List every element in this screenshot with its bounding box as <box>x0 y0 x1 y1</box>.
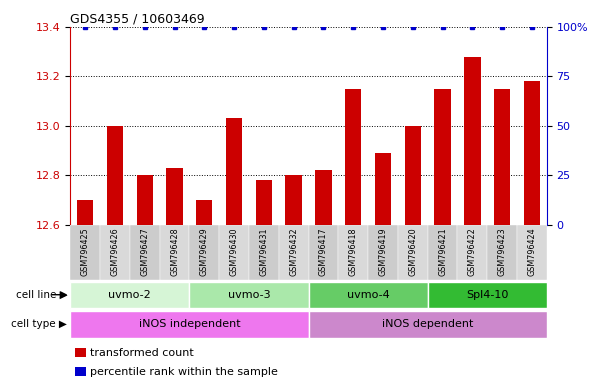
Bar <box>309 225 338 280</box>
Bar <box>404 126 421 225</box>
Bar <box>136 175 153 225</box>
Text: GSM796420: GSM796420 <box>408 227 417 276</box>
Text: GSM796422: GSM796422 <box>468 227 477 276</box>
Bar <box>398 225 428 280</box>
Bar <box>70 225 100 280</box>
Text: cell type ▶: cell type ▶ <box>12 319 67 329</box>
Bar <box>189 282 309 308</box>
Bar <box>524 81 540 225</box>
Text: GSM796432: GSM796432 <box>289 227 298 276</box>
Text: iNOS independent: iNOS independent <box>139 319 240 329</box>
Text: GDS4355 / 10603469: GDS4355 / 10603469 <box>70 13 205 26</box>
Bar <box>434 89 451 225</box>
Bar <box>166 168 183 225</box>
Text: uvmo-3: uvmo-3 <box>228 290 270 300</box>
Text: cell line ▶: cell line ▶ <box>16 290 67 300</box>
Text: GSM796421: GSM796421 <box>438 227 447 276</box>
Bar <box>219 225 249 280</box>
Text: GSM796428: GSM796428 <box>170 227 179 276</box>
Text: GSM796418: GSM796418 <box>349 227 357 276</box>
Bar <box>458 225 488 280</box>
Text: uvmo-2: uvmo-2 <box>109 290 151 300</box>
Bar <box>309 311 547 338</box>
Bar <box>375 153 391 225</box>
Bar <box>226 118 243 225</box>
Bar <box>488 225 517 280</box>
Bar <box>77 200 93 225</box>
Text: GSM796423: GSM796423 <box>498 227 507 276</box>
Text: transformed count: transformed count <box>90 348 194 358</box>
Bar <box>464 56 481 225</box>
Bar <box>428 225 458 280</box>
Text: GSM796424: GSM796424 <box>527 227 536 276</box>
Bar <box>255 180 272 225</box>
Bar <box>70 282 189 308</box>
Bar <box>75 348 86 357</box>
Bar <box>315 170 332 225</box>
Bar <box>159 225 189 280</box>
Text: percentile rank within the sample: percentile rank within the sample <box>90 367 278 377</box>
Bar <box>196 200 213 225</box>
Bar <box>285 175 302 225</box>
Text: uvmo-4: uvmo-4 <box>347 290 389 300</box>
Text: Spl4-10: Spl4-10 <box>466 290 508 300</box>
Text: GSM796425: GSM796425 <box>81 227 90 276</box>
Bar <box>309 282 428 308</box>
Bar <box>100 225 130 280</box>
Bar <box>368 225 398 280</box>
Text: GSM796426: GSM796426 <box>111 227 119 276</box>
Text: GSM796429: GSM796429 <box>200 227 209 276</box>
Text: GSM796430: GSM796430 <box>230 227 238 276</box>
Bar <box>517 225 547 280</box>
Bar <box>75 367 86 376</box>
Bar <box>107 126 123 225</box>
Text: GSM796419: GSM796419 <box>379 227 387 276</box>
Text: iNOS dependent: iNOS dependent <box>382 319 474 329</box>
Bar <box>494 89 510 225</box>
Bar <box>428 282 547 308</box>
Bar <box>189 225 219 280</box>
Text: GSM796417: GSM796417 <box>319 227 328 276</box>
Text: GSM796431: GSM796431 <box>260 227 268 276</box>
Bar <box>130 225 159 280</box>
Bar <box>345 89 362 225</box>
Bar <box>279 225 309 280</box>
Bar <box>338 225 368 280</box>
Bar <box>249 225 279 280</box>
Bar <box>70 311 309 338</box>
Text: GSM796427: GSM796427 <box>141 227 149 276</box>
